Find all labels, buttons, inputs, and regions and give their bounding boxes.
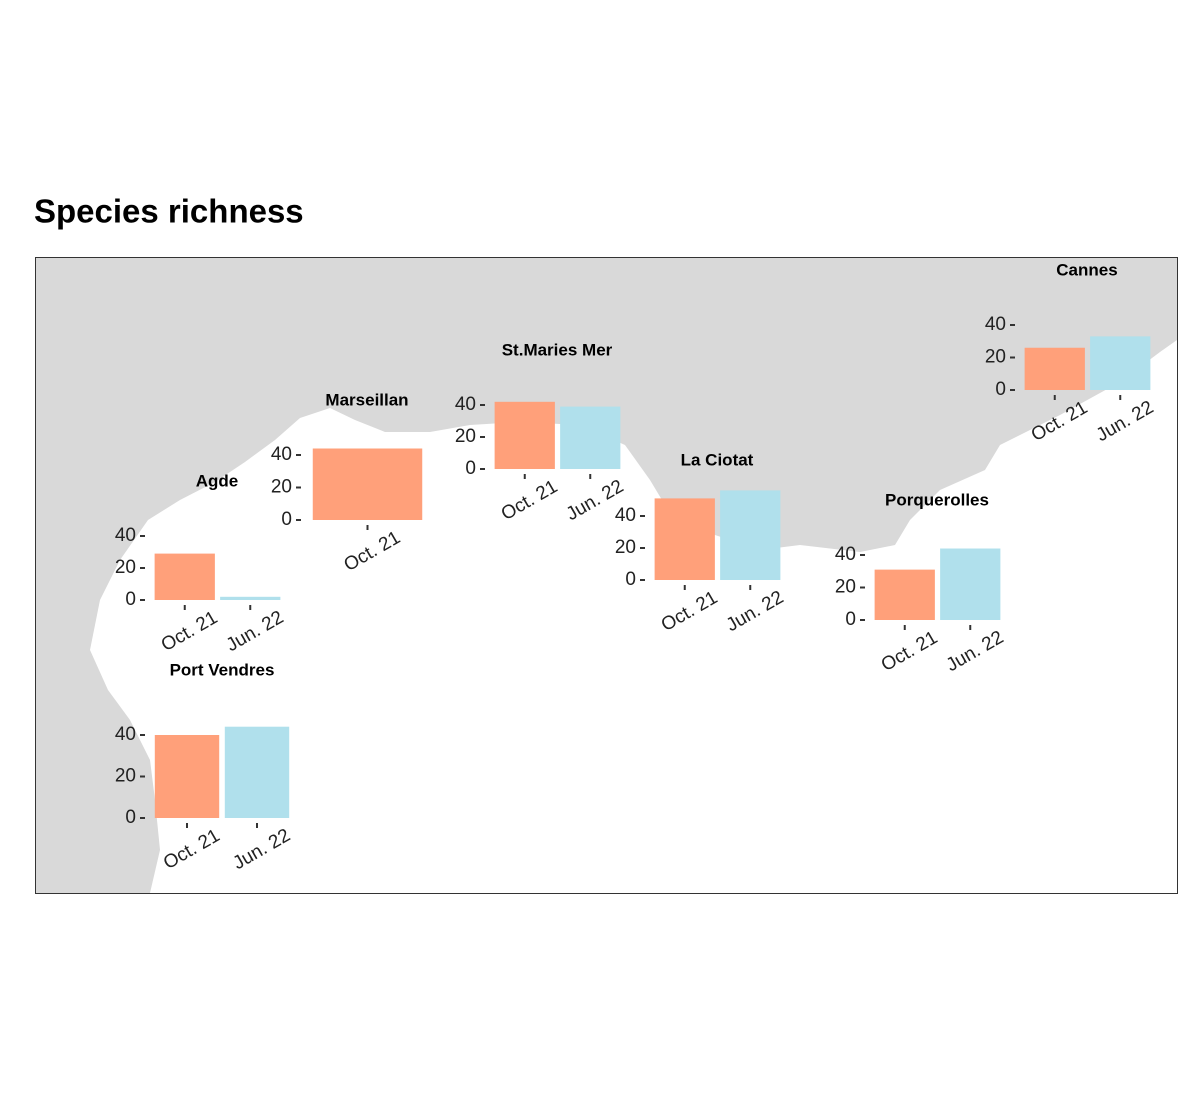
y-tick-label: 40 <box>115 525 136 546</box>
y-tick-label: 40 <box>985 314 1006 335</box>
bar <box>940 548 1001 620</box>
y-tick-label: 40 <box>271 444 292 465</box>
y-tick-label: 0 <box>281 509 292 530</box>
bar <box>654 498 715 580</box>
y-tick-label: 20 <box>615 537 636 558</box>
y-tick-label: 0 <box>995 379 1006 400</box>
bar <box>720 490 781 580</box>
bar <box>1090 336 1151 390</box>
y-tick-label: 0 <box>625 569 636 590</box>
y-tick-label: 40 <box>835 544 856 565</box>
inset-title: St.Maries Mer <box>502 340 613 359</box>
y-tick-label: 40 <box>615 505 636 526</box>
y-tick-label: 20 <box>115 557 136 578</box>
inset-title: Cannes <box>1056 260 1117 279</box>
y-tick-label: 20 <box>271 477 292 498</box>
bar <box>154 553 215 600</box>
bar <box>1024 347 1085 390</box>
y-tick-label: 20 <box>835 577 856 598</box>
y-tick-label: 20 <box>455 426 476 447</box>
bar <box>560 406 621 469</box>
y-tick-label: 20 <box>115 766 136 787</box>
inset-title: Port Vendres <box>170 660 275 679</box>
y-tick-label: 0 <box>465 458 476 479</box>
y-tick-label: 0 <box>125 807 136 828</box>
figure-title: Species richness <box>34 193 304 230</box>
bar <box>874 569 935 620</box>
y-tick-label: 0 <box>845 609 856 630</box>
inset-title: La Ciotat <box>681 450 754 469</box>
y-tick-label: 20 <box>985 347 1006 368</box>
bar <box>220 596 281 600</box>
land <box>36 258 1177 893</box>
bar <box>154 735 220 818</box>
bar <box>494 401 555 469</box>
bar <box>312 448 423 520</box>
inset-title: Agde <box>196 471 239 490</box>
inset-title: Marseillan <box>325 390 408 409</box>
y-tick-label: 0 <box>125 589 136 610</box>
bar <box>224 726 290 818</box>
y-tick-label: 40 <box>455 394 476 415</box>
panel-border <box>35 257 1178 894</box>
inset-title: Porquerolles <box>885 490 989 509</box>
y-tick-label: 40 <box>115 724 136 745</box>
